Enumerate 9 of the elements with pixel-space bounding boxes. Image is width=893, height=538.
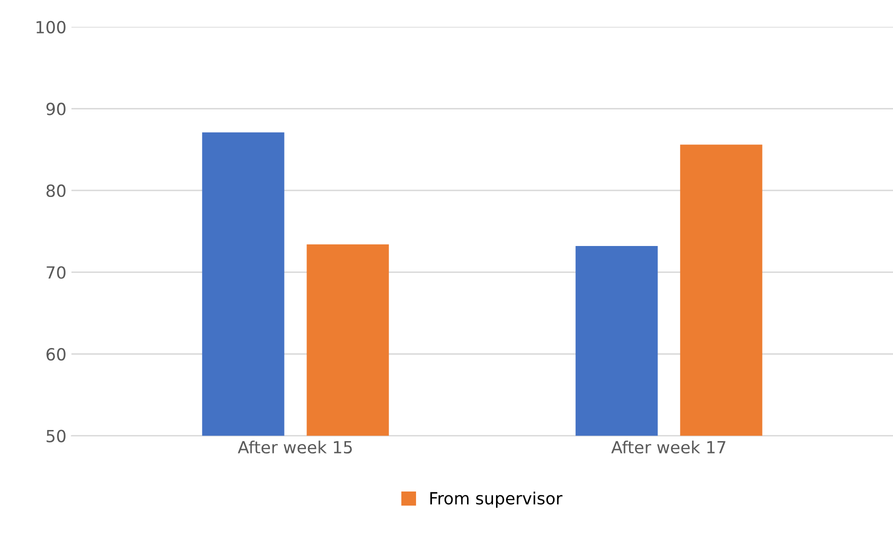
y-tick-label: 70: [46, 266, 66, 279]
legend-label: From supervisor: [430, 492, 562, 508]
y-tick-label: 80: [46, 184, 66, 198]
y-tick-label: 60: [46, 348, 66, 361]
y-tick-label: 50: [46, 430, 66, 442]
x-tick-label: After week 15: [238, 440, 352, 454]
x-tick-label: After week 17: [611, 440, 726, 454]
y-tick-label: 100: [36, 20, 66, 34]
y-tick-label: 90: [46, 102, 66, 116]
